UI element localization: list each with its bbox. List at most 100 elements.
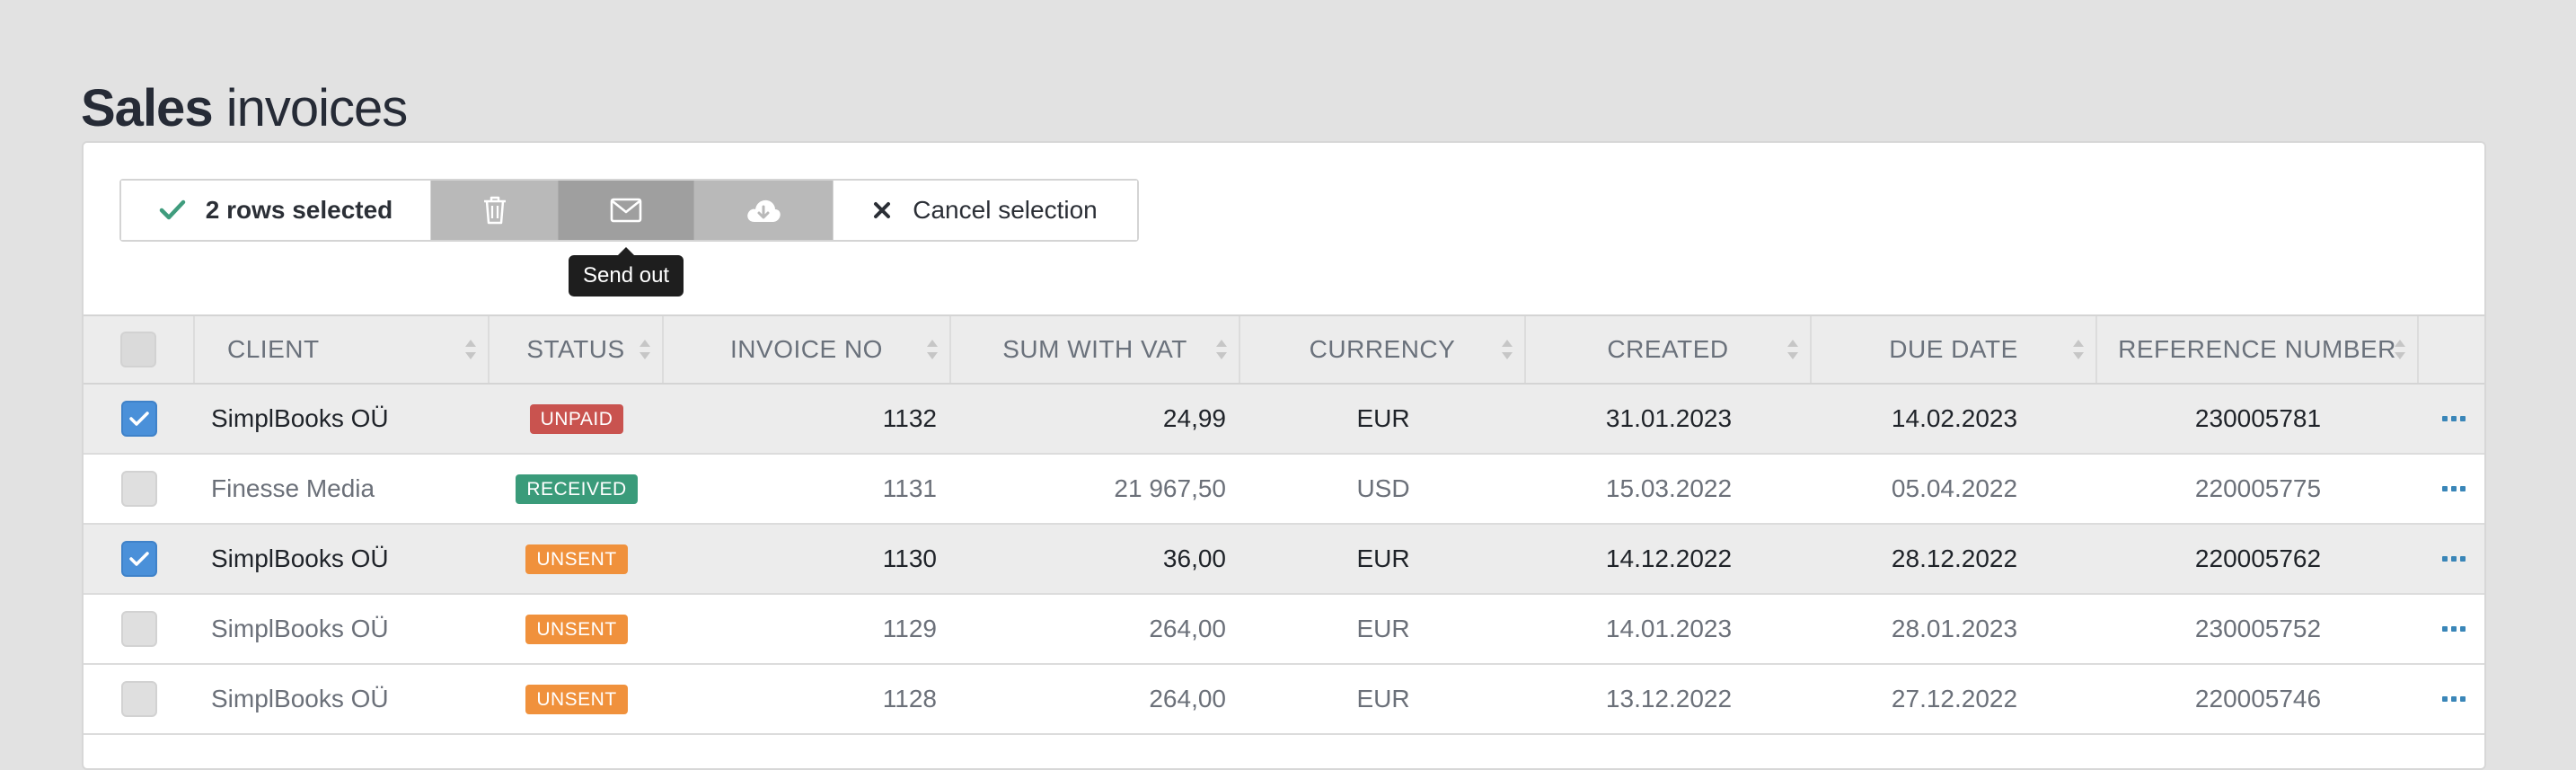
row-actions-cell [2419, 385, 2484, 453]
col-client[interactable]: CLIENT [195, 316, 490, 383]
col-created-label: CREATED [1607, 335, 1729, 363]
cancel-selection-button[interactable]: Cancel selection [833, 181, 1137, 240]
more-icon[interactable] [2441, 625, 2466, 633]
reference-cell: 220005775 [2194, 474, 2322, 502]
row-checkbox[interactable] [121, 681, 157, 717]
row-checkbox[interactable] [121, 611, 157, 647]
selected-count: 2 rows selected [121, 181, 431, 240]
check-icon [159, 199, 185, 220]
col-reference-label: REFERENCE NUMBER [2118, 335, 2396, 363]
due-date-cell: 28.12.2022 [1891, 544, 2018, 572]
status-badge: UNSENT [525, 684, 628, 714]
checkmark-icon [129, 552, 149, 566]
col-due-date-label: DUE DATE [1889, 335, 2018, 363]
col-due-date[interactable]: DUE DATE [1812, 316, 2097, 383]
due-date-cell: 05.04.2022 [1891, 474, 2018, 502]
trash-icon [483, 196, 506, 225]
status-cell: UNSENT [490, 595, 664, 663]
page-title-strong: Sales [81, 78, 214, 137]
sort-icon [1502, 340, 1513, 359]
sort-icon [465, 340, 476, 359]
sum-cell: 264,00 [1149, 615, 1226, 642]
status-cell: UNPAID [490, 385, 664, 453]
more-icon[interactable] [2441, 695, 2466, 703]
row-actions-cell [2419, 455, 2484, 523]
status-cell: UNSENT [490, 525, 664, 593]
client-cell: SimplBooks OÜ [211, 544, 389, 572]
created-cell: 14.12.2022 [1605, 544, 1733, 572]
download-button[interactable] [694, 181, 833, 240]
client-cell: Finesse Media [211, 474, 375, 502]
due-date-cell: 14.02.2023 [1891, 404, 2018, 432]
row-checkbox[interactable] [121, 541, 157, 577]
reference-cell: 220005762 [2194, 544, 2322, 572]
page-title-light: invoices [225, 78, 409, 137]
client-cell: SimplBooks OÜ [211, 615, 389, 642]
select-all-checkbox[interactable] [120, 332, 156, 367]
row-checkbox[interactable] [121, 471, 157, 507]
col-invoice-no[interactable]: INVOICE NO [664, 316, 951, 383]
col-currency[interactable]: CURRENCY [1240, 316, 1526, 383]
row-checkbox-cell [84, 455, 195, 523]
row-checkbox-cell [84, 385, 195, 453]
reference-cell: 230005752 [2194, 615, 2322, 642]
due-date-cell: 28.01.2023 [1891, 615, 2018, 642]
client-cell: SimplBooks OÜ [211, 685, 389, 712]
currency-cell: EUR [1356, 404, 1410, 432]
invoice-no-cell: 1132 [882, 404, 937, 432]
more-icon[interactable] [2441, 555, 2466, 562]
row-checkbox[interactable] [121, 401, 157, 437]
close-icon [874, 202, 891, 218]
sort-icon [927, 340, 938, 359]
send-out-button[interactable] [559, 181, 694, 240]
status-badge: RECEIVED [516, 474, 638, 504]
col-created[interactable]: CREATED [1526, 316, 1812, 383]
table-body: SimplBooks OÜ UNPAID 1132 24,99 EUR 31.0… [84, 385, 2484, 735]
due-date-cell: 27.12.2022 [1891, 685, 2018, 712]
table-row[interactable]: SimplBooks OÜ UNSENT 1130 36,00 EUR 14.1… [84, 525, 2484, 595]
currency-cell: USD [1356, 474, 1410, 502]
sort-icon [640, 340, 650, 359]
col-invoice-no-label: INVOICE NO [730, 335, 883, 363]
checkmark-icon [129, 412, 149, 426]
status-badge: UNSENT [525, 544, 628, 574]
sum-cell: 24,99 [1162, 404, 1226, 432]
selected-count-label: 2 rows selected [205, 196, 393, 224]
page-title: Sales invoices [81, 78, 409, 138]
row-checkbox-cell [84, 595, 195, 663]
row-actions-cell [2419, 665, 2484, 733]
selection-toolbar: 2 rows selected Cancel selection [119, 179, 1139, 242]
col-status-label: STATUS [526, 335, 625, 363]
status-cell: UNSENT [490, 665, 664, 733]
sum-cell: 36,00 [1162, 544, 1226, 572]
row-actions-cell [2419, 525, 2484, 593]
row-checkbox-cell [84, 665, 195, 733]
reference-cell: 220005746 [2194, 685, 2322, 712]
sort-icon [2073, 340, 2084, 359]
cloud-download-icon [747, 199, 781, 222]
sort-icon [2395, 340, 2405, 359]
col-reference-number[interactable]: REFERENCE NUMBER [2097, 316, 2419, 383]
col-sum-with-vat[interactable]: SUM WITH VAT [951, 316, 1240, 383]
more-icon[interactable] [2441, 415, 2466, 422]
row-checkbox-cell [84, 525, 195, 593]
sort-icon [1216, 340, 1227, 359]
delete-button[interactable] [431, 181, 559, 240]
envelope-icon [610, 198, 642, 223]
col-status[interactable]: STATUS [490, 316, 664, 383]
table-row[interactable]: Finesse Media RECEIVED 1131 21 967,50 US… [84, 455, 2484, 525]
invoice-no-cell: 1129 [882, 615, 937, 642]
invoice-no-cell: 1128 [882, 685, 937, 712]
more-icon[interactable] [2441, 485, 2466, 492]
table-row[interactable]: SimplBooks OÜ UNSENT 1128 264,00 EUR 13.… [84, 665, 2484, 735]
created-cell: 31.01.2023 [1605, 404, 1733, 432]
sort-icon [1787, 340, 1798, 359]
cancel-selection-label: Cancel selection [913, 196, 1098, 224]
table-row[interactable]: SimplBooks OÜ UNPAID 1132 24,99 EUR 31.0… [84, 385, 2484, 455]
reference-cell: 230005781 [2194, 404, 2322, 432]
table-row[interactable]: SimplBooks OÜ UNSENT 1129 264,00 EUR 14.… [84, 595, 2484, 665]
client-cell: SimplBooks OÜ [211, 404, 389, 432]
sum-cell: 21 967,50 [1114, 474, 1226, 502]
sum-cell: 264,00 [1149, 685, 1226, 712]
row-actions-cell [2419, 595, 2484, 663]
